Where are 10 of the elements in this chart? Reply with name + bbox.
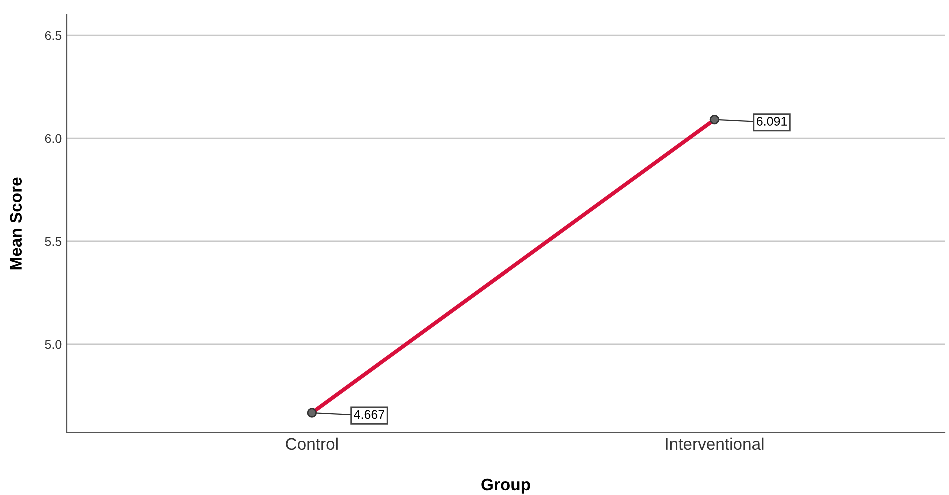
y-tick-label: 5.5 — [45, 237, 62, 246]
data-label: 6.091 — [757, 117, 788, 126]
y-tick-label: 6.0 — [45, 134, 62, 144]
x-tick-label: Control — [286, 438, 338, 450]
x-tick-label: Interventional — [666, 438, 764, 450]
x-axis-title: Group — [482, 478, 530, 494]
y-tick-label: 6.5 — [45, 31, 62, 40]
data-label: 4.667 — [354, 410, 384, 420]
y-axis-title: Mean Score — [10, 178, 22, 270]
y-tick-label: 5.0 — [45, 340, 62, 350]
